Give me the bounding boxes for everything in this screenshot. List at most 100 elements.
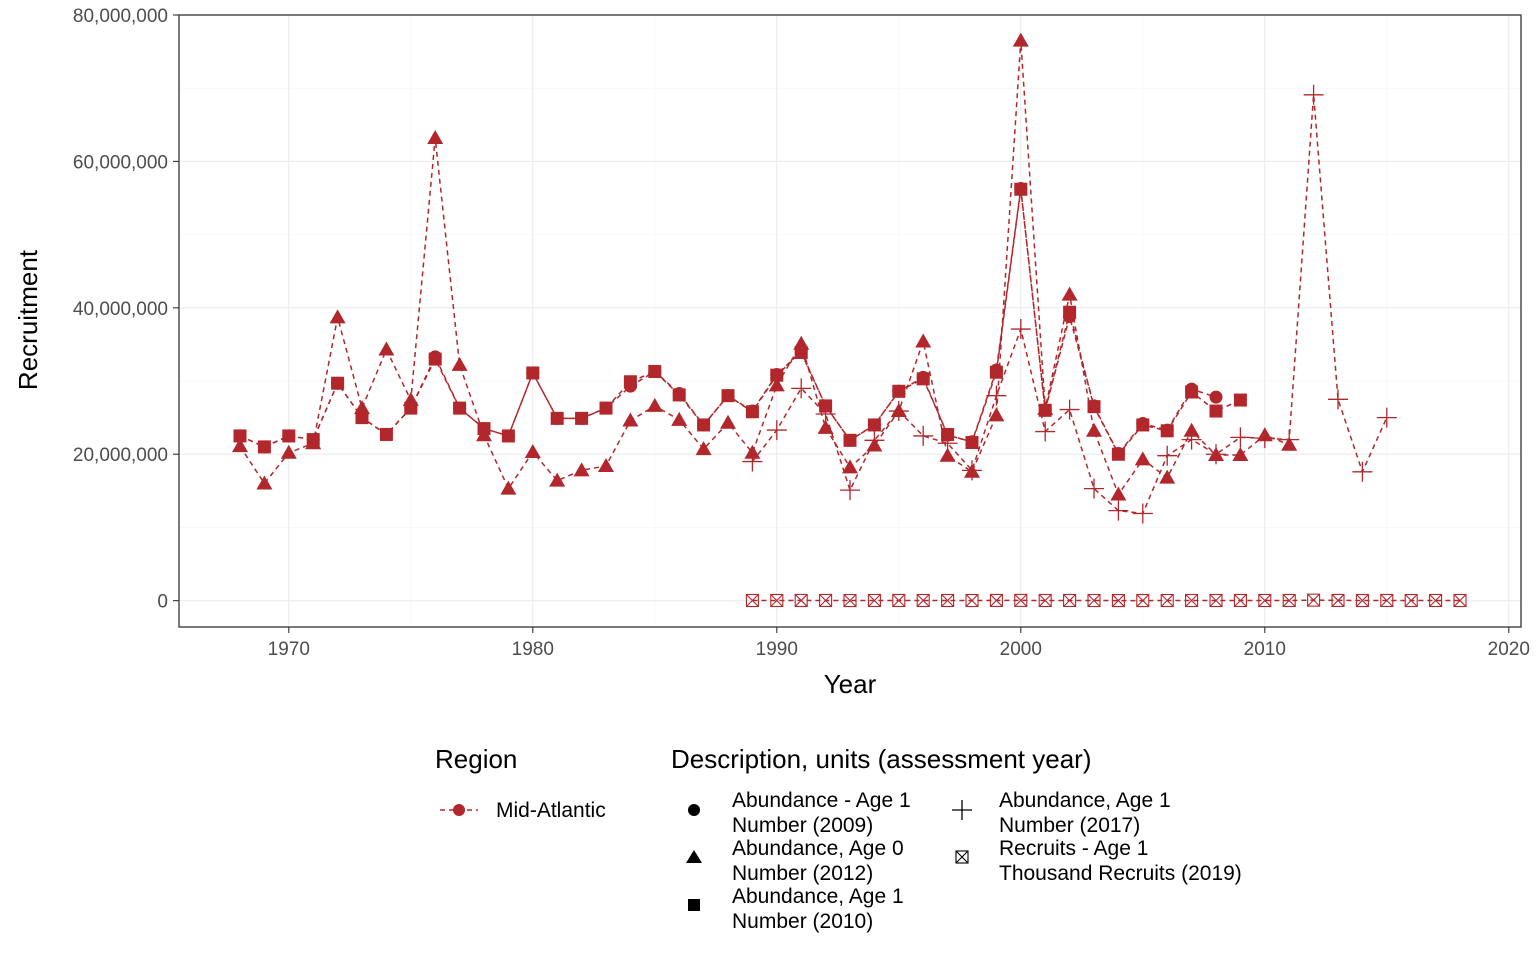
point-square bbox=[282, 429, 296, 443]
point-plus bbox=[1328, 389, 1348, 410]
point-square bbox=[721, 389, 735, 403]
series-points-square bbox=[233, 182, 1247, 461]
point-boxx bbox=[1331, 593, 1345, 607]
point-plus bbox=[1084, 478, 1104, 499]
legend-item-circle: Abundance - Age 1 Number (2009) bbox=[688, 789, 911, 837]
legend-plus-line2: Number (2017) bbox=[999, 814, 1140, 837]
point-square bbox=[453, 401, 467, 415]
point-boxx-cross bbox=[1380, 594, 1394, 607]
point-square bbox=[794, 345, 808, 359]
point-boxx bbox=[1038, 593, 1052, 608]
description-legend: Description, units (assessment year) Abu… bbox=[671, 744, 1242, 933]
point-triangle bbox=[1159, 469, 1176, 484]
point-plus bbox=[742, 451, 763, 472]
point-plus bbox=[1108, 500, 1129, 521]
point-square bbox=[623, 375, 637, 389]
x-axis-title: Year bbox=[824, 669, 877, 699]
point-square bbox=[867, 418, 881, 432]
legend-plus-symbol bbox=[952, 800, 972, 820]
point-boxx-frame bbox=[794, 593, 808, 607]
legend-item-triangle: Abundance, Age 0 Number (2012) bbox=[686, 837, 904, 885]
series-boxx bbox=[752, 599, 1460, 602]
point-boxx-cross bbox=[1429, 594, 1442, 607]
point-boxx bbox=[941, 593, 955, 608]
point-boxx-frame bbox=[1014, 593, 1028, 607]
series-points-plus bbox=[742, 84, 1397, 524]
legend-boxx-line2: Thousand Recruits (2019) bbox=[999, 862, 1242, 885]
point-boxx-cross bbox=[1160, 594, 1174, 607]
point-triangle bbox=[939, 447, 956, 462]
point-square bbox=[1160, 424, 1174, 438]
point-triangle bbox=[768, 377, 785, 392]
point-plus bbox=[1303, 84, 1324, 105]
point-boxx bbox=[1453, 593, 1467, 608]
legend-item-plus: Abundance, Age 1 Number (2017) bbox=[952, 789, 1171, 837]
point-square bbox=[1014, 182, 1028, 196]
point-plus bbox=[962, 460, 982, 481]
point-boxx bbox=[819, 593, 833, 608]
point-boxx-frame bbox=[745, 593, 759, 608]
point-boxx-frame bbox=[770, 593, 784, 608]
point-boxx bbox=[989, 593, 1003, 607]
point-boxx bbox=[1307, 593, 1321, 607]
legend-triangle-line1: Abundance, Age 0 bbox=[732, 837, 904, 860]
point-boxx-frame bbox=[1087, 593, 1101, 608]
point-square bbox=[697, 418, 711, 432]
point-plus bbox=[1010, 319, 1031, 340]
point-square bbox=[648, 365, 662, 379]
point-boxx bbox=[965, 593, 979, 608]
point-boxx-cross bbox=[1038, 594, 1052, 607]
legend-item-boxx: Recruits - Age 1 Thousand Recruits (2019… bbox=[955, 837, 1242, 885]
legend-boxx-symbol bbox=[955, 850, 969, 864]
point-square bbox=[1209, 404, 1223, 418]
point-triangle bbox=[842, 459, 858, 474]
point-square bbox=[916, 372, 930, 386]
point-triangle bbox=[573, 462, 590, 477]
point-triangle bbox=[622, 412, 639, 427]
point-boxx bbox=[1063, 593, 1077, 608]
region-legend-label: Mid-Atlantic bbox=[496, 799, 606, 822]
point-boxx-frame bbox=[867, 593, 881, 608]
point-square bbox=[1111, 447, 1125, 461]
y-tick-label: 40,000,000 bbox=[73, 299, 168, 320]
description-legend-title: Description, units (assessment year) bbox=[671, 744, 1091, 774]
point-triangle bbox=[1086, 422, 1102, 437]
point-boxx-frame bbox=[1160, 593, 1174, 608]
legend-triangle-symbol bbox=[686, 850, 702, 863]
point-square bbox=[331, 376, 345, 390]
y-tick-label: 0 bbox=[157, 592, 168, 613]
point-plus bbox=[1254, 428, 1275, 449]
y-tick-label: 60,000,000 bbox=[73, 152, 168, 173]
point-square bbox=[1038, 403, 1052, 417]
point-triangle bbox=[695, 441, 712, 456]
series-square bbox=[239, 189, 1241, 456]
point-boxx-frame bbox=[916, 593, 930, 608]
point-boxx bbox=[1258, 593, 1272, 608]
point-boxx-frame bbox=[1258, 593, 1272, 608]
point-square bbox=[745, 405, 759, 419]
point-square bbox=[428, 352, 442, 366]
point-plus bbox=[1035, 421, 1056, 442]
x-tick-label: 2000 bbox=[1000, 639, 1042, 660]
point-plus bbox=[864, 430, 885, 451]
point-square bbox=[404, 401, 418, 415]
point-boxx bbox=[1111, 594, 1125, 608]
point-boxx-frame bbox=[1429, 593, 1443, 608]
legend-triangle-line2: Number (2012) bbox=[732, 862, 873, 885]
point-boxx bbox=[1404, 593, 1418, 608]
point-triangle bbox=[671, 411, 688, 426]
point-boxx-frame bbox=[819, 593, 833, 608]
point-square bbox=[672, 388, 686, 402]
point-triangle bbox=[1012, 32, 1029, 47]
point-boxx-cross bbox=[1185, 594, 1198, 607]
point-boxx-cross bbox=[868, 594, 881, 607]
series-triangle bbox=[239, 40, 1290, 497]
point-triangle bbox=[232, 438, 248, 453]
point-square bbox=[1136, 418, 1150, 432]
legend-item-square: Abundance, Age 1 Number (2010) bbox=[688, 885, 904, 933]
region-legend: Region Mid-Atlantic bbox=[435, 744, 606, 822]
point-boxx-cross bbox=[1282, 594, 1296, 607]
point-boxx-frame bbox=[1282, 593, 1296, 608]
point-triangle bbox=[549, 472, 566, 487]
point-plus bbox=[1132, 503, 1153, 524]
